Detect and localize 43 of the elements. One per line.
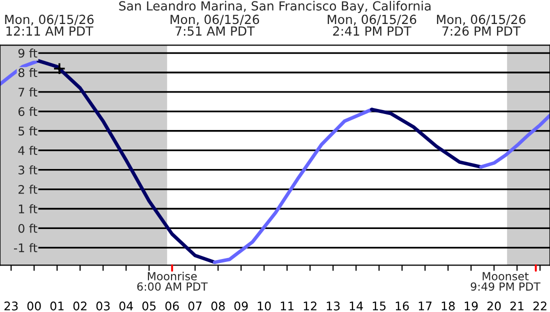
x-tick-label: 09	[234, 302, 248, 310]
x-tick-label: 13	[326, 302, 340, 310]
x-tick-label: 11	[280, 302, 294, 310]
chart-title: San Leandro Marina, San Francisco Bay, California	[119, 0, 431, 14]
x-tick-label: 21	[510, 302, 524, 310]
x-tick-label: 07	[188, 302, 202, 310]
y-tick-label: 1 ft	[18, 204, 38, 214]
y-tick-label: 2 ft	[18, 184, 38, 194]
text: Mon, 06/15/26 7:51 AM PDT	[170, 14, 260, 36]
x-tick-label: 14	[350, 302, 363, 310]
ref-line-label: Moonrise 6:00 AM PDT	[137, 272, 208, 291]
x-tick-label: 02	[73, 302, 86, 310]
text: Mon, 06/15/26 7:26 PM PDT	[437, 14, 526, 36]
x-tick-label: 00	[27, 302, 41, 310]
text: Mon, 06/15/26 2:41 PM PDT	[328, 14, 416, 36]
y-tick-label: 6 ft	[18, 106, 38, 116]
y-tick-label: 7 ft	[18, 87, 38, 96]
x-tick-label: 03	[96, 302, 110, 310]
line-series	[479, 114, 550, 169]
x-tick-label: 04	[119, 302, 133, 310]
x-tick-label: 22	[533, 302, 546, 310]
y-tick-label: 4 ft	[18, 146, 38, 155]
x-tick-label: 01	[50, 302, 64, 310]
y-tick-label: 5 ft	[18, 126, 38, 136]
x-tick-label: 10	[258, 302, 271, 310]
y-tick-label: 3 ft	[18, 165, 38, 174]
x-tick-label: 12	[304, 302, 316, 310]
x-tick-label: 18	[442, 302, 455, 310]
y-tick-label: 8 ft	[18, 68, 38, 78]
y-tick-label: 9 ft	[18, 48, 38, 58]
x-tick-label: 19	[464, 302, 478, 310]
x-tick-label: 05	[142, 302, 156, 310]
x-tick-label: 08	[211, 302, 225, 310]
x-tick-label: 16	[396, 302, 409, 310]
ref-line-label: Moonset 9:49 PM PDT	[470, 272, 540, 291]
x-tick-label: 15	[372, 302, 386, 310]
x-tick-label: 20	[487, 302, 501, 310]
y-tick-label: -1 ft	[14, 243, 38, 252]
x-tick-label: 17	[418, 302, 432, 310]
x-tick-label: 06	[165, 302, 179, 310]
y-tick-label: 0 ft	[18, 224, 38, 233]
x-tick-label: 23	[4, 302, 18, 310]
text: Mon, 06/15/26 12:11 AM PDT	[5, 14, 94, 36]
